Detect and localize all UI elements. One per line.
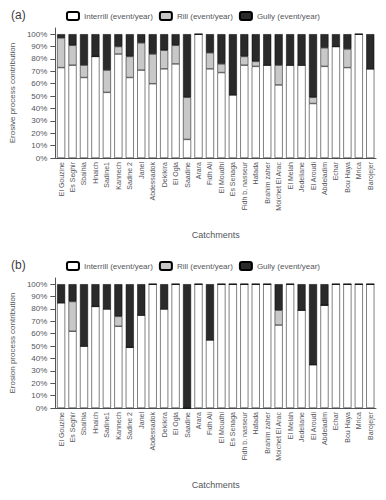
svg-text:90%: 90% xyxy=(31,42,47,51)
svg-text:Saadine: Saadine xyxy=(184,162,191,188)
svg-text:Bou Haya: Bou Haya xyxy=(344,162,352,193)
svg-text:El Aroudi: El Aroudi xyxy=(310,412,317,440)
svg-text:40%: 40% xyxy=(31,354,47,363)
svg-text:Abdessadok: Abdessadok xyxy=(149,412,156,451)
svg-text:El Ogla: El Ogla xyxy=(172,162,180,185)
svg-text:Sadine1: Sadine1 xyxy=(103,162,110,188)
svg-text:El Melah: El Melah xyxy=(287,162,294,189)
svg-text:Hnaich: Hnaich xyxy=(92,162,99,184)
svg-text:Es Seghir: Es Seghir xyxy=(69,411,77,442)
svg-text:100%: 100% xyxy=(27,30,47,39)
svg-text:Hafada: Hafada xyxy=(252,412,259,435)
svg-text:Kannech: Kannech xyxy=(115,412,122,440)
svg-text:30%: 30% xyxy=(31,366,47,375)
svg-text:80%: 80% xyxy=(31,54,47,63)
svg-text:Abdeladim: Abdeladim xyxy=(321,162,328,195)
svg-text:El Moudhi: El Moudhi xyxy=(218,412,225,444)
svg-text:Brahim zaher: Brahim zaher xyxy=(264,161,271,203)
svg-text:(a): (a) xyxy=(11,8,26,22)
svg-text:Moichet El Arac: Moichet El Arac xyxy=(275,412,282,461)
svg-text:Mrica: Mrica xyxy=(355,412,362,429)
svg-text:70%: 70% xyxy=(31,317,47,326)
svg-text:40%: 40% xyxy=(31,104,47,113)
svg-text:Abdeladim: Abdeladim xyxy=(321,412,328,445)
svg-text:30%: 30% xyxy=(31,116,47,125)
svg-text:70%: 70% xyxy=(31,67,47,76)
svg-text:El Gouzine: El Gouzine xyxy=(58,162,65,196)
svg-text:Kannech: Kannech xyxy=(115,162,122,190)
svg-text:Echar: Echar xyxy=(332,411,339,430)
svg-text:100%: 100% xyxy=(27,280,47,289)
svg-text:Saadine: Saadine xyxy=(184,412,191,438)
svg-text:Sadine1: Sadine1 xyxy=(103,412,110,438)
svg-text:Hafada: Hafada xyxy=(252,162,259,185)
svg-text:Barojejer: Barojejer xyxy=(367,411,375,440)
svg-text:Echar: Echar xyxy=(332,161,339,180)
svg-text:El Melah: El Melah xyxy=(287,412,294,439)
svg-text:Barojejer: Barojejer xyxy=(367,161,375,190)
svg-text:60%: 60% xyxy=(31,79,47,88)
svg-text:Rill (event/year): Rill (event/year) xyxy=(177,12,233,21)
svg-text:50%: 50% xyxy=(31,342,47,351)
svg-text:10%: 10% xyxy=(31,391,47,400)
svg-text:Jedeliane: Jedeliane xyxy=(298,162,305,192)
svg-text:20%: 20% xyxy=(31,129,47,138)
svg-text:80%: 80% xyxy=(31,304,47,313)
svg-text:0%: 0% xyxy=(36,154,48,163)
svg-text:Sadine 2: Sadine 2 xyxy=(126,412,133,440)
svg-text:Janel: Janel xyxy=(138,162,145,179)
svg-text:Gully (event/year): Gully (event/year) xyxy=(257,262,320,271)
svg-text:(b): (b) xyxy=(11,258,26,272)
svg-text:60%: 60% xyxy=(31,329,47,338)
svg-text:Janel: Janel xyxy=(138,412,145,429)
svg-text:Gully (event/year): Gully (event/year) xyxy=(257,12,320,21)
svg-text:Sbaihia: Sbaihia xyxy=(80,162,87,185)
svg-text:Interrill (event/year): Interrill (event/year) xyxy=(84,12,153,21)
svg-text:El Aroudi: El Aroudi xyxy=(310,162,317,190)
svg-text:Brahim zaher: Brahim zaher xyxy=(264,411,271,453)
svg-text:Arara: Arara xyxy=(195,412,202,429)
svg-text:Moichet El Arac: Moichet El Arac xyxy=(275,162,282,211)
svg-text:Erosion process contribution: Erosion process contribution xyxy=(8,293,17,394)
svg-text:20%: 20% xyxy=(31,379,47,388)
svg-text:Fidh b. nasseur: Fidh b. nasseur xyxy=(241,161,248,210)
svg-text:Fidh b. nasseur: Fidh b. nasseur xyxy=(241,411,248,460)
svg-text:Hnaich: Hnaich xyxy=(92,412,99,434)
svg-text:Rill (event/year): Rill (event/year) xyxy=(177,262,233,271)
svg-text:10%: 10% xyxy=(31,141,47,150)
svg-text:Catchments: Catchments xyxy=(192,480,241,490)
svg-text:Mrica: Mrica xyxy=(355,162,362,179)
svg-text:Fidh Ali: Fidh Ali xyxy=(206,162,213,185)
svg-text:Dekikira: Dekikira xyxy=(161,162,168,187)
svg-text:Abdessadok: Abdessadok xyxy=(149,162,156,201)
svg-text:50%: 50% xyxy=(31,92,47,101)
svg-text:Fidh Ali: Fidh Ali xyxy=(206,412,213,435)
svg-text:El Moudhi: El Moudhi xyxy=(218,162,225,194)
svg-text:Erosive process contribution: Erosive process contribution xyxy=(8,43,17,144)
svg-text:90%: 90% xyxy=(31,292,47,301)
svg-text:El Ogla: El Ogla xyxy=(172,412,180,435)
svg-text:0%: 0% xyxy=(36,404,48,413)
svg-text:Interrill (event/year): Interrill (event/year) xyxy=(84,262,153,271)
svg-text:Jedeliane: Jedeliane xyxy=(298,412,305,442)
svg-text:Es Senaga: Es Senaga xyxy=(229,412,237,446)
svg-text:Catchments: Catchments xyxy=(192,230,241,240)
svg-text:Sadine 2: Sadine 2 xyxy=(126,162,133,190)
svg-text:El Gouzine: El Gouzine xyxy=(58,412,65,446)
svg-text:Es Seghir: Es Seghir xyxy=(69,161,77,192)
svg-text:Dekikira: Dekikira xyxy=(161,412,168,437)
svg-text:Arara: Arara xyxy=(195,162,202,179)
svg-text:Bou Haya: Bou Haya xyxy=(344,412,352,443)
svg-text:Es Senaga: Es Senaga xyxy=(229,162,237,196)
svg-text:Sbaihia: Sbaihia xyxy=(80,412,87,435)
